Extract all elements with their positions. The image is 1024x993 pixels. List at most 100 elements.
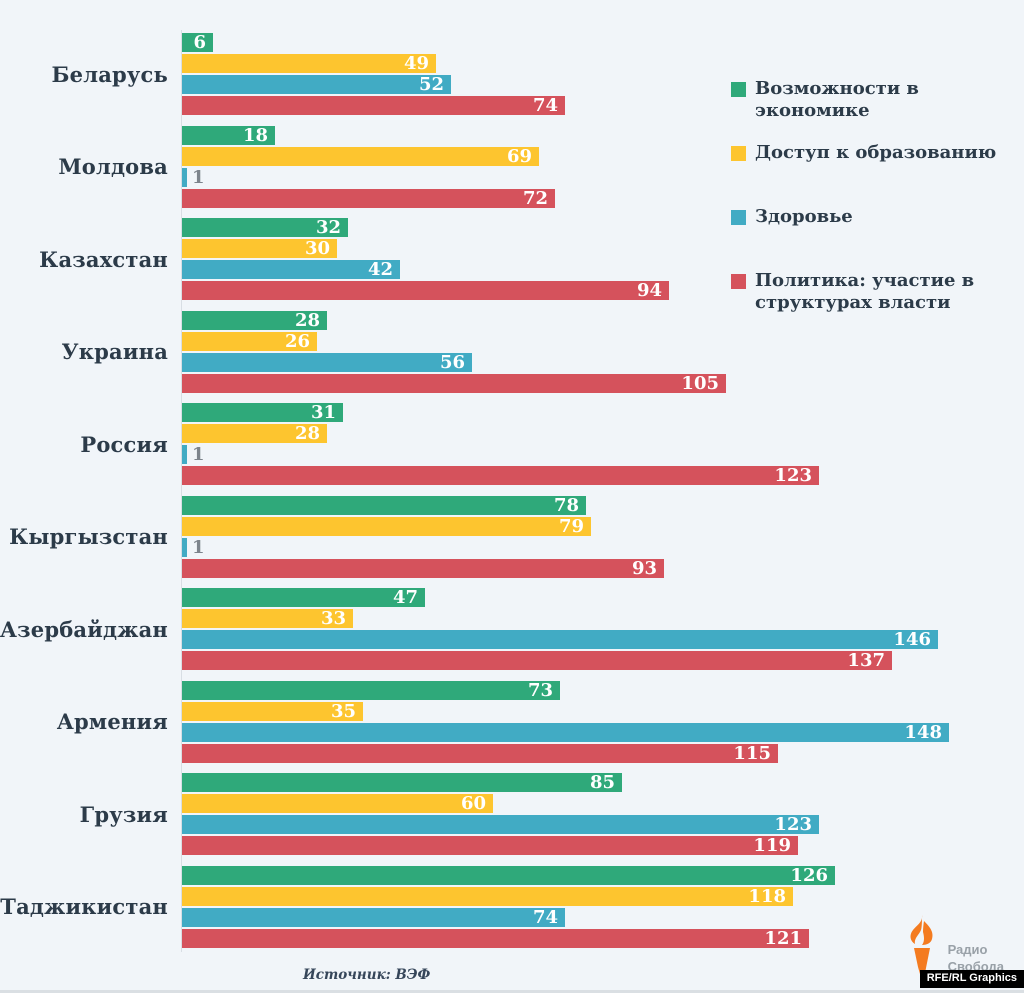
bar-group: 32 30 42 94 bbox=[182, 218, 669, 300]
bar-education: 28 bbox=[182, 424, 327, 443]
bar-value-label: 47 bbox=[392, 587, 418, 608]
bar-value-label: 60 bbox=[460, 793, 486, 814]
axis-baseline bbox=[181, 30, 182, 952]
bar-education: 49 bbox=[182, 54, 436, 73]
country-group: Россия 31 28 1 123 bbox=[0, 403, 1024, 485]
bar-value-label: 32 bbox=[315, 217, 341, 238]
bar-health: 56 bbox=[182, 351, 472, 373]
country-group: Казахстан 32 30 42 94 bbox=[0, 218, 1024, 300]
bar-value-label: 49 bbox=[403, 53, 429, 74]
bar-group: 126 118 74 121 bbox=[182, 865, 835, 948]
bar-group: 18 69 1 72 bbox=[182, 125, 555, 209]
bar-economy: 85 bbox=[182, 773, 622, 792]
bar-politics: 94 bbox=[182, 281, 669, 300]
bar-politics: 119 bbox=[182, 836, 798, 855]
bar-value-label: 94 bbox=[636, 280, 662, 301]
legend-item-politics: Политика: участие в структурах власти bbox=[731, 270, 1019, 314]
bar-group: 78 79 1 93 bbox=[182, 494, 664, 579]
bar-economy: 73 bbox=[182, 679, 560, 701]
bar-health: 148 bbox=[182, 721, 949, 743]
country-label: Грузия bbox=[79, 801, 168, 827]
brand-line-1: Радио bbox=[947, 942, 988, 957]
bar-value-label: 74 bbox=[532, 906, 558, 928]
bar-health: 123 bbox=[182, 815, 819, 834]
country-group: Украина 28 26 56 105 bbox=[0, 309, 1024, 394]
bar-health: 52 bbox=[182, 75, 451, 94]
bar-economy: 28 bbox=[182, 309, 327, 331]
bar-value-label: 28 bbox=[294, 423, 320, 444]
legend-item-education: Доступ к образованию bbox=[731, 142, 1019, 206]
bar-education: 69 bbox=[182, 146, 539, 166]
country-group: Азербайджан 47 33 146 137 bbox=[0, 588, 1024, 670]
bar-health: 1 bbox=[182, 167, 205, 187]
bar-politics: 123 bbox=[182, 466, 819, 485]
bar-value-label: 78 bbox=[553, 494, 579, 516]
bar-value-label: 105 bbox=[681, 372, 719, 394]
bar-value-label: 1 bbox=[192, 444, 205, 465]
bar-value-label: 28 bbox=[294, 309, 320, 331]
bar-politics: 105 bbox=[182, 372, 726, 394]
country-label: Беларусь bbox=[51, 61, 168, 87]
bar-value-label: 85 bbox=[589, 772, 615, 793]
bar-health: 1 bbox=[182, 445, 205, 464]
legend-item-economy: Возможности в экономике bbox=[731, 78, 1019, 142]
bar-politics: 93 bbox=[182, 557, 664, 579]
bar-politics: 121 bbox=[182, 928, 809, 948]
bar-value-label: 72 bbox=[522, 187, 548, 209]
bar-value-label: 52 bbox=[418, 74, 444, 95]
bar-health: 1 bbox=[182, 537, 205, 557]
bar-value-label: 118 bbox=[748, 885, 786, 907]
bar-education: 26 bbox=[182, 331, 317, 351]
country-label: Кыргызстан bbox=[9, 524, 168, 549]
bar-value-label: 42 bbox=[367, 259, 393, 280]
bar-value-label: 1 bbox=[192, 166, 205, 188]
bar-politics: 115 bbox=[182, 743, 778, 763]
legend-item-health: Здоровье bbox=[731, 206, 1019, 270]
bar-group: 6 49 52 74 bbox=[182, 33, 565, 115]
bar-education: 79 bbox=[182, 515, 591, 537]
bar-politics: 137 bbox=[182, 651, 892, 670]
bar-value-label: 79 bbox=[558, 515, 584, 537]
bar-value-label: 123 bbox=[774, 465, 812, 486]
bar-economy: 126 bbox=[182, 865, 835, 885]
bar-value-label: 148 bbox=[904, 721, 942, 743]
bar-group: 85 60 123 119 bbox=[182, 773, 819, 855]
bar-value-label: 73 bbox=[527, 679, 553, 701]
legend-label: Здоровье bbox=[755, 206, 853, 227]
bar-group: 47 33 146 137 bbox=[182, 588, 938, 670]
bar-education: 60 bbox=[182, 794, 493, 813]
bar-economy: 78 bbox=[182, 494, 586, 516]
bar-economy: 18 bbox=[182, 125, 275, 145]
legend-swatch-icon bbox=[731, 274, 746, 289]
bar-value-label: 56 bbox=[439, 351, 465, 373]
legend-swatch-icon bbox=[731, 82, 746, 97]
bar-value-label: 33 bbox=[320, 608, 346, 629]
bar-politics: 72 bbox=[182, 187, 555, 209]
bar-value-label: 1 bbox=[192, 536, 205, 558]
bar-politics: 74 bbox=[182, 96, 565, 115]
bar-education: 35 bbox=[182, 701, 363, 721]
bar-economy: 31 bbox=[182, 403, 343, 422]
bar-value-label: 93 bbox=[631, 557, 657, 579]
bar-education: 30 bbox=[182, 239, 337, 258]
bar-education: 33 bbox=[182, 609, 353, 628]
country-group: Молдова 18 69 1 72 bbox=[0, 125, 1024, 209]
country-label: Россия bbox=[80, 431, 168, 457]
bar-group: 28 26 56 105 bbox=[182, 309, 726, 394]
bar-value-label: 74 bbox=[532, 95, 558, 116]
bar-economy: 47 bbox=[182, 588, 425, 607]
country-group: Армения 73 35 148 115 bbox=[0, 679, 1024, 763]
legend-label: Политика: участие в структурах власти bbox=[755, 270, 975, 313]
country-label: Армения bbox=[56, 709, 168, 734]
legend-label: Возможности в экономике bbox=[755, 78, 919, 121]
bar-group: 73 35 148 115 bbox=[182, 679, 949, 763]
bar-health: 146 bbox=[182, 630, 938, 649]
country-label: Азербайджан bbox=[0, 616, 168, 642]
bar-health: 42 bbox=[182, 260, 400, 279]
chart-rows: Беларусь 6 49 52 74 Молдова 18 69 1 72 Казахстан 32… bbox=[0, 33, 1024, 958]
torch-icon bbox=[901, 915, 941, 985]
bottom-edge-strip bbox=[0, 990, 1024, 993]
bar-value-label: 146 bbox=[893, 629, 931, 650]
bar-group: 31 28 1 123 bbox=[182, 403, 819, 485]
